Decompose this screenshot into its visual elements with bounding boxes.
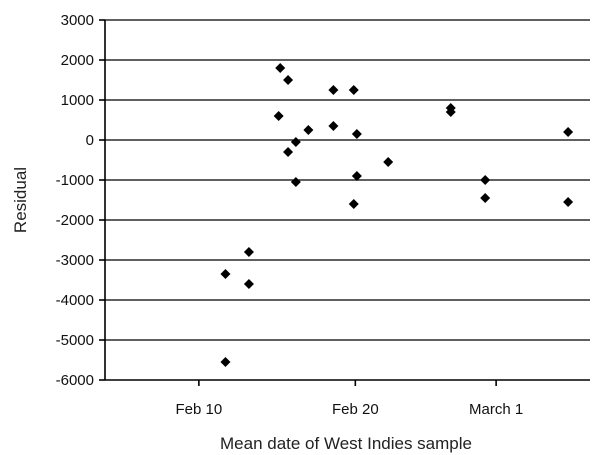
data-points	[220, 63, 574, 367]
y-tick-label: 1000	[61, 92, 94, 109]
x-axis-title: Mean date of West Indies sample	[220, 434, 472, 453]
y-tick-label: 3000	[61, 12, 94, 29]
data-point-0	[220, 357, 231, 367]
data-point-15	[351, 171, 362, 181]
data-point-17	[383, 157, 394, 167]
data-point-19	[445, 107, 456, 117]
data-point-22	[563, 127, 574, 137]
y-tick-label: -3000	[56, 252, 94, 269]
data-point-7	[283, 147, 294, 157]
data-point-2	[243, 279, 254, 289]
y-tick-label: -2000	[56, 212, 94, 229]
y-tick-label: -5000	[56, 332, 94, 349]
y-tick-label: -6000	[56, 372, 94, 389]
data-point-14	[351, 129, 362, 139]
data-point-11	[328, 85, 339, 95]
y-axis-title: Residual	[11, 167, 30, 233]
gridlines	[105, 19, 590, 341]
y-tick-label: 2000	[61, 52, 94, 69]
data-point-20	[480, 175, 491, 185]
y-tick-label: -4000	[56, 292, 94, 309]
x-tick-labels: Feb 10 Feb 20 March 1	[176, 401, 524, 418]
data-point-16	[348, 199, 359, 209]
data-point-12	[328, 121, 339, 131]
data-point-6	[283, 75, 294, 85]
data-point-23	[563, 197, 574, 207]
data-point-13	[348, 85, 359, 95]
x-tick-label: March 1	[469, 401, 523, 418]
data-point-3	[243, 247, 254, 257]
axes	[99, 19, 590, 386]
x-tick-label: Feb 20	[332, 401, 379, 418]
data-point-9	[290, 177, 301, 187]
data-point-10	[303, 125, 314, 135]
y-tick-label: 0	[86, 132, 94, 149]
data-point-21	[480, 193, 491, 203]
data-point-1	[220, 269, 231, 279]
data-point-4	[275, 63, 286, 73]
y-tick-labels: 3000 2000 1000 0 -1000 -2000 -3000 -4000 -5000 -6…	[56, 12, 94, 389]
x-tick-label: Feb 10	[176, 401, 223, 418]
data-point-5	[273, 111, 284, 121]
y-tick-label: -1000	[56, 172, 94, 189]
data-point-8	[290, 137, 301, 147]
